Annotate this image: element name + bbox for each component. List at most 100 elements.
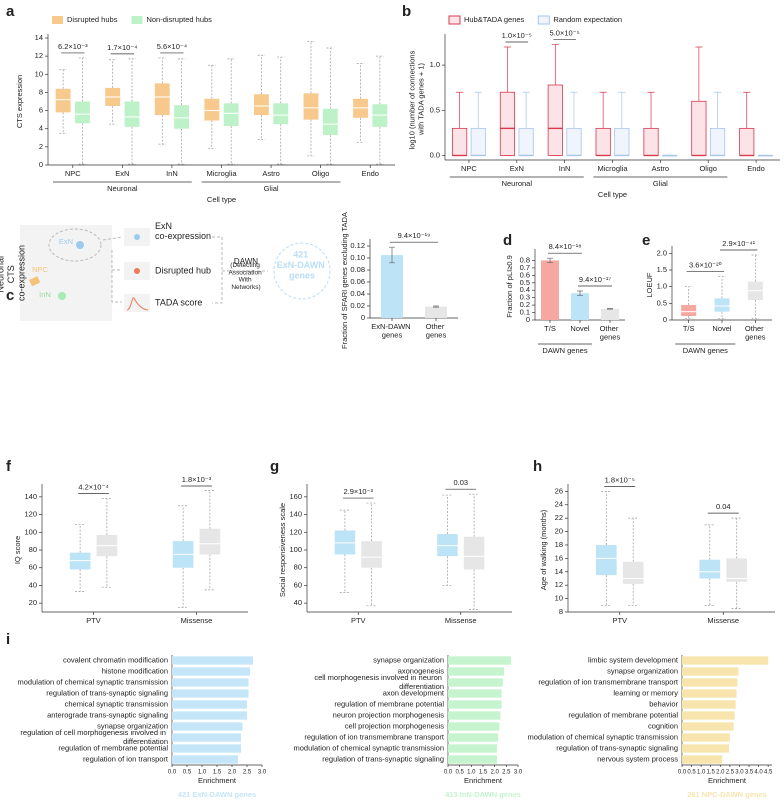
x-tick-label: 0.5 xyxy=(455,770,464,776)
x-tick-label: 0.5 xyxy=(183,770,192,776)
whisker xyxy=(177,58,186,106)
diagram: Neuronal CTS co-expression ExN InN NPC E… xyxy=(0,221,331,321)
bar xyxy=(682,722,734,731)
x-tick-label: Endo xyxy=(361,169,379,178)
whisker xyxy=(108,59,117,88)
box xyxy=(691,100,707,156)
y-tick-label: 0.7 xyxy=(520,263,530,272)
y-tick-label: 0.12 xyxy=(350,241,365,250)
y-axis-label: LOEUF xyxy=(645,272,654,297)
whisker xyxy=(257,54,266,95)
box xyxy=(470,127,486,156)
whisker xyxy=(684,316,693,319)
whisker xyxy=(468,493,480,537)
bar xyxy=(172,733,241,742)
whisker xyxy=(356,117,365,143)
y-tick-label: 2.0 xyxy=(657,248,667,257)
legend-label: Hub&TADA genes xyxy=(464,15,525,24)
x-tick-label: NPC xyxy=(461,164,477,173)
box xyxy=(709,127,726,156)
significance-label: 0.03 xyxy=(453,478,468,487)
box xyxy=(223,103,239,126)
y-tick-label: 10 xyxy=(555,594,563,603)
bar xyxy=(172,667,250,676)
box xyxy=(154,83,170,116)
category-label: regulation of membrane potential xyxy=(334,699,444,708)
bar xyxy=(448,744,497,753)
x-tick-label: Missense xyxy=(445,616,477,625)
bar xyxy=(172,744,241,753)
x-tick-label: Oligo xyxy=(312,169,330,178)
x-tick-label: 3.0 xyxy=(514,770,523,776)
category-label: nervous system process xyxy=(597,754,678,763)
x-tick-label: 1.5 xyxy=(707,770,716,776)
y-tick-label: 1.0 xyxy=(430,60,440,69)
y-axis-label: Fraction of pLI≥0.9 xyxy=(505,255,514,317)
y-axis-label: Age of walking (months) xyxy=(539,509,548,590)
box xyxy=(75,101,90,124)
legend-swatch xyxy=(448,15,461,25)
x-tick-label: 2.0 xyxy=(490,770,499,776)
error-bar xyxy=(433,305,439,308)
whisker xyxy=(78,57,87,102)
whisker xyxy=(204,490,216,529)
subtitle: 413 InN-DAWN genes xyxy=(445,790,521,799)
y-tick-label: 0.1 xyxy=(520,308,530,317)
bar xyxy=(172,711,247,720)
x-tick-label: 3.5 xyxy=(745,770,754,776)
y-tick-label: 0.0 xyxy=(430,150,440,159)
category-label: synapse organization xyxy=(97,721,168,730)
category-label: axonogenesis xyxy=(398,666,445,675)
box xyxy=(199,528,221,555)
y-tick-label: 0.06 xyxy=(350,277,365,286)
category-label: behavior xyxy=(649,699,678,708)
diagram-title: Neuronal CTS co-expression xyxy=(0,245,27,301)
icon xyxy=(126,297,149,311)
whisker xyxy=(376,126,384,165)
whisker xyxy=(618,91,626,129)
whisker xyxy=(227,125,235,165)
x-tick-label: ExN xyxy=(115,169,129,178)
category-label: chemical synaptic transmission xyxy=(65,699,168,708)
bar xyxy=(172,656,253,665)
whisker xyxy=(366,502,377,542)
category-label: modulation of chemical synaptic transmis… xyxy=(18,677,168,686)
x-tick-label: InN xyxy=(166,169,178,178)
bar xyxy=(682,689,737,698)
y-tick-label: 80 xyxy=(294,563,302,572)
whisker xyxy=(158,57,166,84)
x-tick-label: Astro xyxy=(652,164,670,173)
whisker xyxy=(442,494,453,535)
whisker xyxy=(684,286,693,305)
cell-ellipse xyxy=(48,228,102,262)
box xyxy=(124,101,140,127)
category-label: regulation of trans-synaptic signaling xyxy=(322,754,444,763)
y-tick-label: 0.4 xyxy=(520,285,530,294)
y-tick-label: 0 xyxy=(361,313,365,322)
arrow xyxy=(212,236,268,304)
y-axis-label: log10 (number of connections with TADA g… xyxy=(408,49,426,150)
y-tick-label: 16 xyxy=(555,553,563,562)
whisker xyxy=(74,523,86,553)
bar xyxy=(682,733,730,742)
y-tick-label: 140 xyxy=(289,510,302,519)
whisker xyxy=(326,135,335,165)
cell-label: ExN xyxy=(59,237,73,246)
bar xyxy=(682,678,738,687)
x-tick-label: PTV xyxy=(86,616,101,625)
bar xyxy=(682,700,736,709)
whisker xyxy=(307,119,315,157)
bar xyxy=(682,755,723,764)
whisker xyxy=(177,567,189,608)
category-label: anterograde trans-synaptic signaling xyxy=(47,710,168,719)
whisker xyxy=(628,583,639,606)
legend-swatch xyxy=(537,15,550,25)
y-axis-label: CTS expression xyxy=(15,75,24,128)
box xyxy=(322,108,338,136)
y-tick-label: 14 xyxy=(35,33,43,42)
x-tick-label: 0.0 xyxy=(444,770,453,776)
whisker xyxy=(601,491,612,545)
x-tick-label: Other genes xyxy=(745,324,766,342)
significance-label: 4.2×10⁻⁴ xyxy=(78,483,108,492)
y-tick-label: 40 xyxy=(294,598,302,607)
